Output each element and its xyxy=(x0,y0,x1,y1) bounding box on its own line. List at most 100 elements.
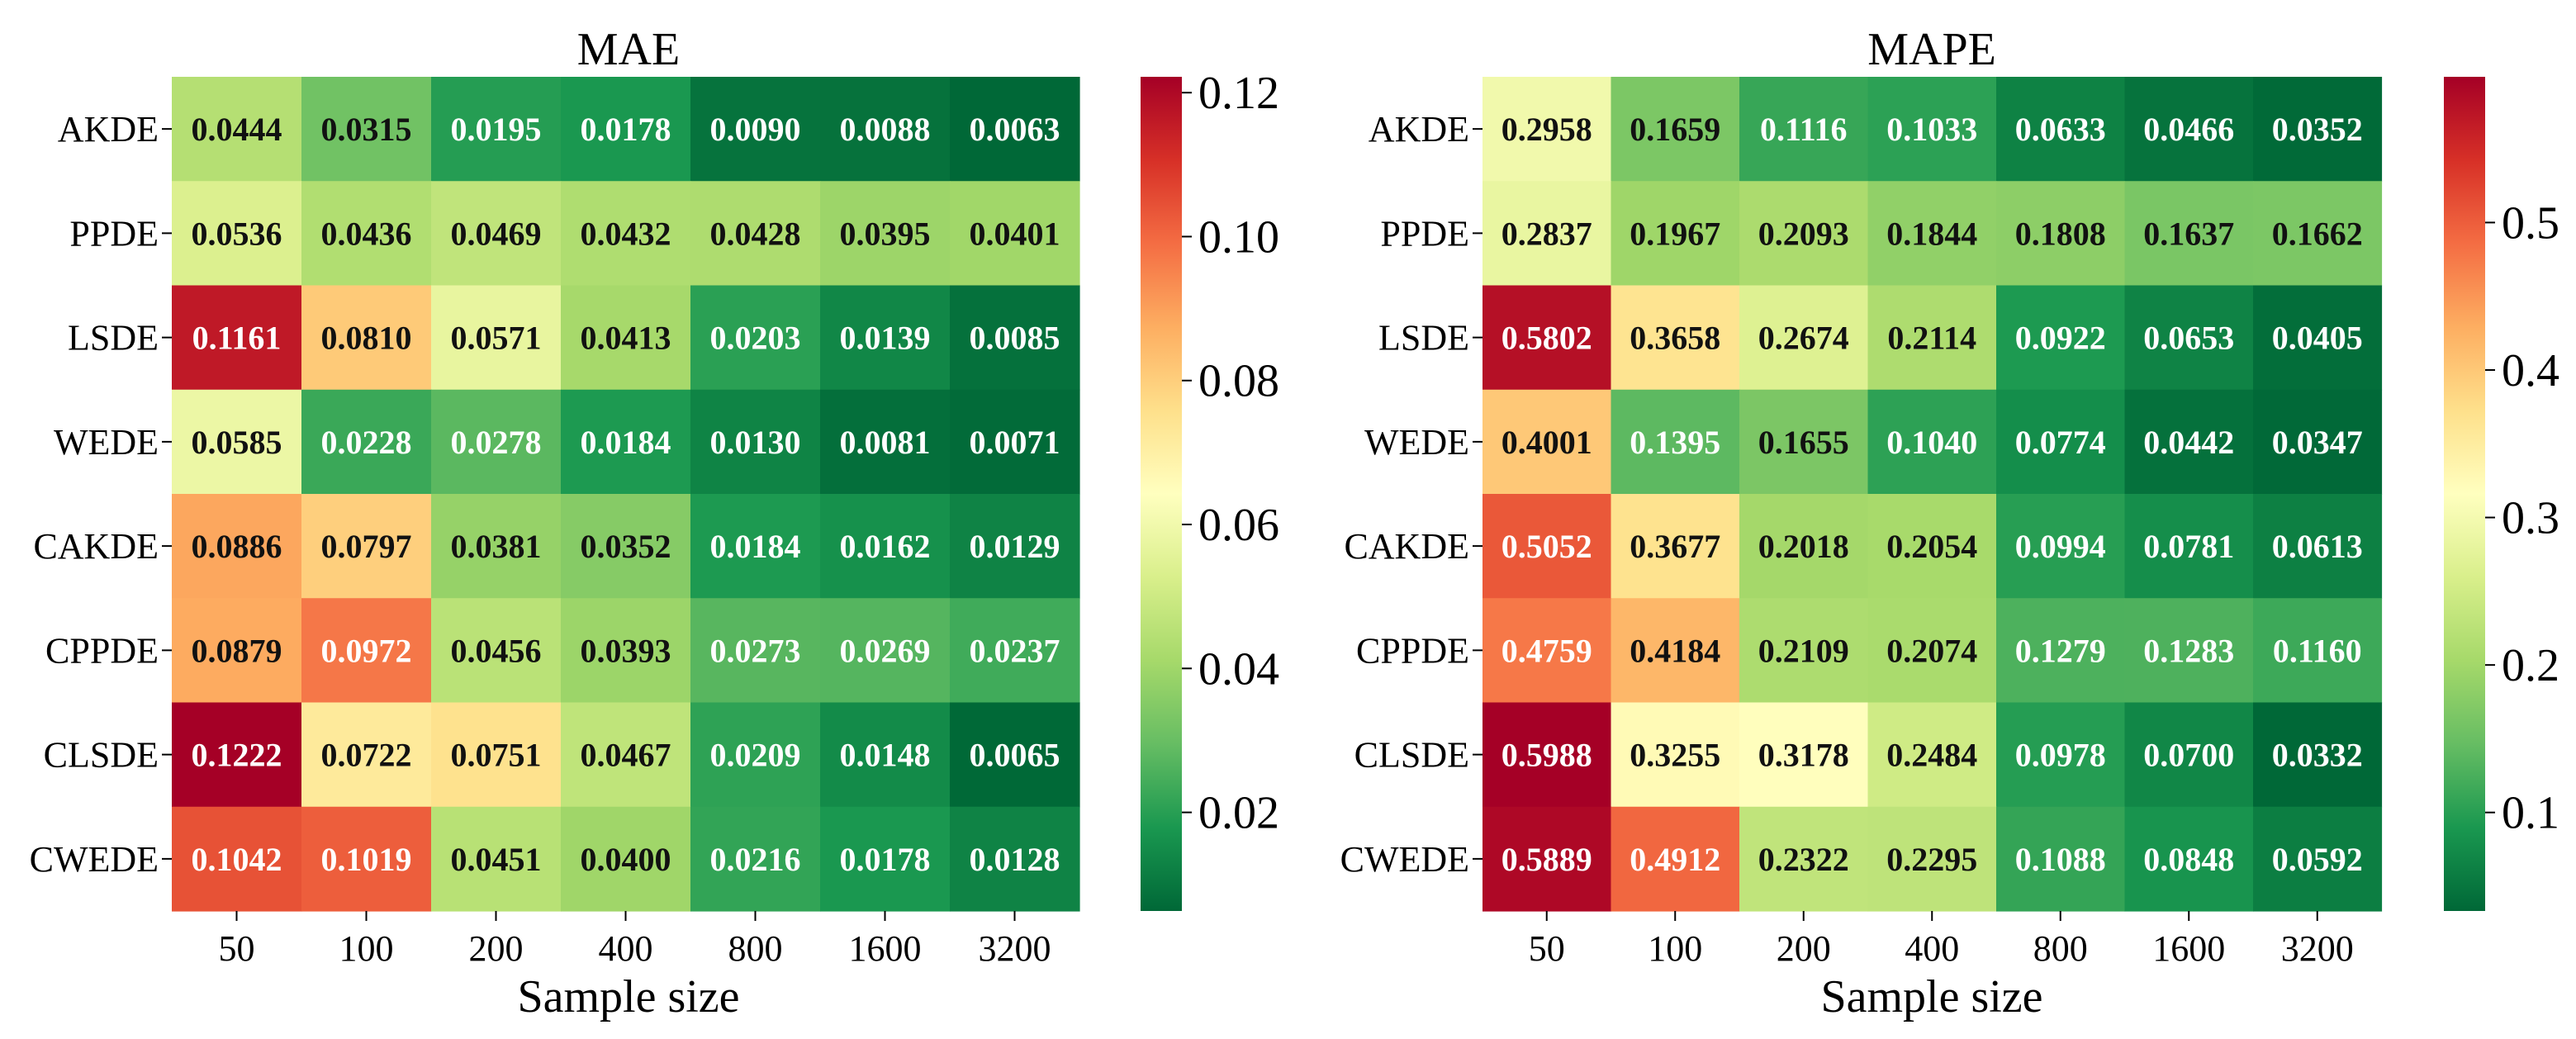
mape-cell xyxy=(1996,77,2126,182)
mae-cell-label: 0.0432 xyxy=(581,215,671,252)
mae-cell xyxy=(820,389,951,495)
mae-cell xyxy=(172,77,302,182)
mape-y-tick-label: AKDE xyxy=(1369,109,1469,149)
mape-colorbar-tick-label: 0.5 xyxy=(2502,197,2559,249)
mae-cell xyxy=(561,702,691,808)
mape-x-tick-label: 400 xyxy=(1905,928,1959,969)
mape-cell-label: 0.1160 xyxy=(2273,632,2362,669)
mape-x-axis-label: Sample size xyxy=(1820,971,2042,1022)
mape-cell xyxy=(1996,806,2126,912)
mape-x-tick-label: 50 xyxy=(1529,928,1565,969)
mae-cell-label: 0.0469 xyxy=(451,215,542,252)
mae-cell-label: 0.0428 xyxy=(710,215,801,252)
mae-heatmap-panel: MAE 0.0444 0.0315 0.0195 0.0178 0.0090 0.0088… xyxy=(30,24,1279,1022)
mae-cell-label: 0.0467 xyxy=(581,737,671,774)
mape-cell xyxy=(2124,806,2254,912)
mape-cell xyxy=(1996,285,2126,391)
mae-cell xyxy=(172,494,302,599)
mae-cell-label: 0.0085 xyxy=(970,320,1060,357)
mae-cell xyxy=(820,181,951,287)
mape-cell-label: 0.2074 xyxy=(1886,632,1977,669)
mape-cell xyxy=(2124,494,2254,599)
mae-x-tick-label: 1600 xyxy=(849,928,922,969)
mape-cell xyxy=(2253,806,2383,912)
mape-y-tick-label: LSDE xyxy=(1378,318,1469,358)
mape-cell-label: 0.4001 xyxy=(1501,424,1592,461)
mape-cell xyxy=(1483,77,1612,182)
mae-cell xyxy=(301,494,432,599)
mae-cell xyxy=(172,181,302,287)
mape-cell-label: 0.1662 xyxy=(2272,215,2363,252)
mae-y-tick-label: PPDE xyxy=(69,213,159,254)
mae-cell-label: 0.1222 xyxy=(192,737,282,774)
mae-cell xyxy=(950,389,1080,495)
mape-cell xyxy=(1739,181,1869,287)
mae-y-tick-label: LSDE xyxy=(68,318,159,358)
mape-cell-label: 0.0592 xyxy=(2272,841,2363,878)
mape-cell-label: 0.2837 xyxy=(1501,215,1592,252)
mape-heatmap-cells: 0.2958 0.1659 0.1116 0.1033 0.0633 0.0466 0.03… xyxy=(1483,77,2383,912)
mape-cell xyxy=(2253,389,2383,495)
mae-cell xyxy=(950,598,1080,704)
mae-cell xyxy=(301,389,432,495)
mae-cell xyxy=(690,598,821,704)
mae-chart-title: MAE xyxy=(577,24,680,75)
mae-cell xyxy=(820,702,951,808)
mape-cell xyxy=(1867,598,1997,704)
mape-cell-label: 0.4912 xyxy=(1630,841,1720,878)
mae-cell xyxy=(690,806,821,912)
mape-cell xyxy=(2124,702,2254,808)
mae-cell xyxy=(950,77,1080,182)
mae-heatmap-cells: 0.0444 0.0315 0.0195 0.0178 0.0090 0.0088 0.00… xyxy=(172,77,1080,912)
mae-cell-label: 0.0178 xyxy=(840,841,931,878)
mape-cell-label: 0.2093 xyxy=(1758,215,1849,252)
mape-cell xyxy=(1739,285,1869,391)
mape-cell xyxy=(2253,285,2383,391)
mae-cell-label: 0.0585 xyxy=(192,424,282,461)
mape-cell xyxy=(1483,389,1612,495)
mae-cell-label: 0.0400 xyxy=(581,841,671,878)
mae-cell-label: 0.0352 xyxy=(581,528,671,565)
mape-cell xyxy=(1611,389,1740,495)
mae-cell-label: 0.0237 xyxy=(970,632,1060,669)
mae-colorbar-tick-label: 0.06 xyxy=(1198,500,1279,551)
mape-cell-label: 0.2295 xyxy=(1886,841,1977,878)
mape-cell xyxy=(1483,806,1612,912)
mae-cell xyxy=(820,494,951,599)
mae-cell xyxy=(950,285,1080,391)
mape-cell-label: 0.1116 xyxy=(1760,111,1848,148)
mape-cell-label: 0.3658 xyxy=(1630,320,1720,357)
mae-cell-label: 0.0269 xyxy=(840,632,931,669)
mape-cell-label: 0.1279 xyxy=(2015,632,2106,669)
mape-cell-label: 0.0978 xyxy=(2015,737,2106,774)
mae-cell-label: 0.0456 xyxy=(451,632,542,669)
mape-cell xyxy=(1483,598,1612,704)
mape-cell-label: 0.2674 xyxy=(1758,320,1849,357)
mape-cell xyxy=(2253,598,2383,704)
mape-x-tick-label: 1600 xyxy=(2152,928,2225,969)
mape-cell xyxy=(1996,598,2126,704)
mae-cell xyxy=(431,181,562,287)
mape-cell-label: 0.1808 xyxy=(2015,215,2106,252)
mape-colorbar-tick-label: 0.3 xyxy=(2502,493,2559,544)
mape-cell xyxy=(1996,389,2126,495)
mae-cell xyxy=(172,806,302,912)
mae-cell-label: 0.0436 xyxy=(321,215,412,252)
mae-cell-label: 0.1042 xyxy=(192,841,282,878)
mae-cell-label: 0.0886 xyxy=(192,528,282,565)
mape-cell-label: 0.0922 xyxy=(2015,320,2106,357)
mae-cell xyxy=(950,494,1080,599)
mae-y-tick-label: CAKDE xyxy=(33,526,159,567)
mae-colorbar-tick-label: 0.04 xyxy=(1198,643,1279,695)
mae-cell xyxy=(172,389,302,495)
mape-y-tick-labels: AKDE PPDE LSDE WEDE CAKDE CPPDE CLSDE CWEDE xyxy=(1340,109,1483,880)
mape-cell-label: 0.0848 xyxy=(2143,841,2234,878)
mae-cell xyxy=(172,702,302,808)
mape-cell xyxy=(1867,702,1997,808)
mae-cell xyxy=(431,702,562,808)
mape-cell-label: 0.0994 xyxy=(2015,528,2106,565)
mae-cell xyxy=(950,806,1080,912)
mae-cell-label: 0.0571 xyxy=(451,320,542,357)
mape-cell-label: 0.3255 xyxy=(1630,737,1720,774)
mae-colorbar-tick-label: 0.10 xyxy=(1198,211,1279,263)
